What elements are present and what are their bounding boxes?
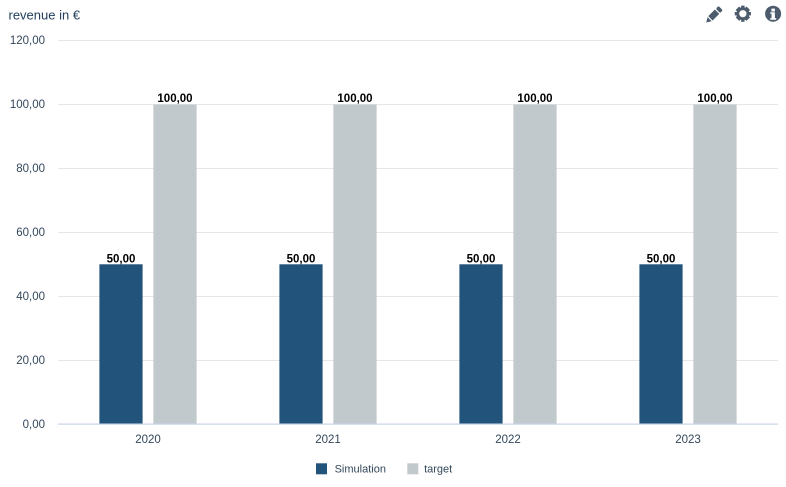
svg-text:2023: 2023 <box>675 434 701 446</box>
svg-text:50,00: 50,00 <box>107 254 136 266</box>
svg-text:120,00: 120,00 <box>10 35 45 47</box>
svg-text:100,00: 100,00 <box>10 99 45 111</box>
svg-text:80,00: 80,00 <box>16 163 45 175</box>
svg-text:2020: 2020 <box>135 434 161 446</box>
svg-text:50,00: 50,00 <box>647 254 676 266</box>
svg-text:100,00: 100,00 <box>157 93 192 105</box>
svg-text:Simulation: Simulation <box>335 463 386 475</box>
svg-text:100,00: 100,00 <box>517 93 552 105</box>
svg-text:0,00: 0,00 <box>23 419 45 431</box>
svg-text:50,00: 50,00 <box>287 254 316 266</box>
svg-text:20,00: 20,00 <box>16 355 45 367</box>
svg-text:100,00: 100,00 <box>697 93 732 105</box>
svg-text:60,00: 60,00 <box>16 227 45 239</box>
svg-text:target: target <box>424 463 452 475</box>
svg-text:revenue in €: revenue in € <box>9 7 81 22</box>
svg-text:100,00: 100,00 <box>337 93 372 105</box>
svg-text:40,00: 40,00 <box>16 291 45 303</box>
svg-text:50,00: 50,00 <box>467 254 496 266</box>
svg-text:2022: 2022 <box>495 434 521 446</box>
svg-text:2021: 2021 <box>315 434 341 446</box>
